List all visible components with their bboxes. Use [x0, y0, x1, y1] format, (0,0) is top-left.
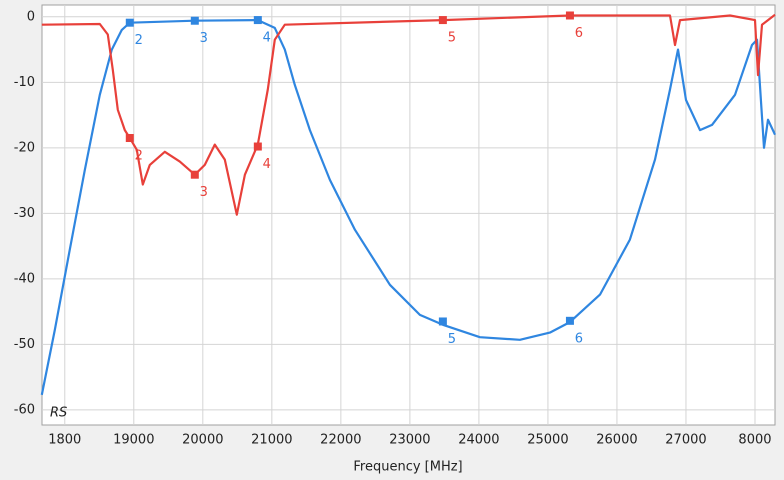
x-tick-label: 27000 — [665, 433, 706, 448]
x-tick-label: 21000 — [251, 433, 292, 448]
x-tick-label: 20000 — [182, 433, 223, 448]
x-tick-label: 1800 — [48, 433, 81, 448]
marker-label: 4 — [263, 157, 271, 172]
y-tick-label: 0 — [27, 9, 35, 24]
marker-label: 2 — [135, 149, 143, 164]
marker — [253, 142, 262, 151]
marker-label: 2 — [135, 33, 143, 48]
y-tick-label: -50 — [14, 337, 35, 352]
marker-label: 6 — [575, 331, 583, 346]
x-tick-label: 24000 — [458, 433, 499, 448]
x-tick-label: 25000 — [527, 433, 568, 448]
y-tick-label: -10 — [14, 75, 35, 90]
marker-label: 5 — [448, 332, 456, 347]
marker — [190, 16, 199, 25]
x-tick-label: 19000 — [113, 433, 154, 448]
x-axis-label: Frequency [MHz] — [353, 460, 462, 475]
y-tick-label: -60 — [14, 402, 35, 417]
marker — [253, 16, 262, 25]
marker-label: 3 — [200, 185, 208, 200]
y-tick-label: -20 — [14, 140, 35, 155]
marker-label: 4 — [263, 31, 271, 46]
y-tick-label: -30 — [14, 206, 35, 221]
x-tick-label: 23000 — [389, 433, 430, 448]
x-tick-label: 22000 — [320, 433, 361, 448]
marker — [565, 11, 574, 20]
marker — [438, 317, 447, 326]
lines: 2 3 4 5 6 2 3 4 5 6 — [40, 11, 776, 396]
marker-label: 6 — [575, 26, 583, 41]
annotation: RS — [50, 406, 67, 421]
x-tick-label: 8000 — [738, 433, 771, 448]
y-tick-label: -40 — [14, 271, 35, 286]
marker-label: 5 — [448, 31, 456, 46]
marker — [190, 170, 199, 179]
marker — [125, 18, 134, 27]
marker-label: 3 — [200, 31, 208, 46]
marker — [438, 16, 447, 25]
plot-area — [41, 4, 776, 426]
marker — [565, 316, 574, 325]
x-tick-label: 26000 — [596, 433, 637, 448]
grid — [42, 5, 775, 425]
marker — [125, 134, 134, 143]
series-line — [41, 13, 776, 216]
